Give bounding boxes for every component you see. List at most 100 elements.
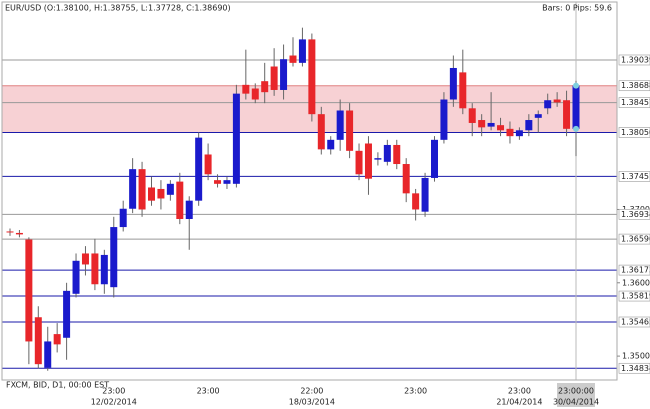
level-label: 1.35819 [621,292,650,301]
candle-body [44,341,52,368]
level-label: 1.35465 [621,318,650,327]
candle-body [383,144,391,162]
candle-body [421,177,429,212]
level-label-box [618,80,650,92]
level-label-box [618,264,650,276]
candle-body [449,67,457,100]
candle-body [402,164,410,194]
level-label: 1.36934 [621,210,650,219]
x-date-label: 12/02/2014 [91,398,137,407]
candle-body [346,110,354,151]
candle-body [223,180,231,184]
level-label-box [618,290,650,302]
level-label-box [618,316,650,328]
candle-body [393,144,401,165]
candle-body [185,200,193,220]
level-label-box [618,233,650,245]
candle-body [214,180,222,184]
level-label-box [618,127,650,138]
level-label: 1.38688 [621,81,650,90]
level-label: 1.36173 [621,266,650,275]
cursor-dot [573,125,579,132]
candle-body [298,39,306,63]
candle-body [412,193,420,210]
candle-body [468,108,476,123]
candle-body [270,66,278,90]
candle-body [478,120,486,128]
x-tick-label: 22:00 [300,387,323,396]
level-label-box [618,97,650,108]
level-label: 1.39039 [621,55,650,64]
candle-body [497,125,505,131]
candle-body [374,158,382,160]
candle-body [110,227,118,288]
candle-body [355,150,363,175]
level-label-box [618,209,650,220]
candle-body [63,290,71,338]
candle-body [138,169,146,210]
candle-body [6,231,14,233]
candle-body [261,81,269,93]
candle-body [364,143,372,179]
candle-body [81,253,89,265]
y-tick-label: 1.35000 [622,352,650,361]
candle-body [487,122,495,127]
candle-body [563,100,571,129]
level-label-box [618,171,650,182]
candle-body [195,137,203,201]
x-date-label: 18/03/2014 [289,398,335,407]
x-tick-label: 23:00 [102,387,125,396]
candle-body [459,72,467,109]
y-tick-label: 1.36000 [622,278,650,287]
candle-body [72,260,80,294]
level-label: 1.36596 [621,235,650,244]
level-label: 1.38050 [621,128,650,137]
level-label: 1.38457 [621,98,650,107]
candle-body [534,114,542,118]
candle-body [242,84,250,94]
candle-body [129,169,137,209]
candle-body [525,120,533,131]
info-text: Bars: 0 Pips: 59.6 [542,4,612,13]
x-tick-label: 23:00 [508,387,531,396]
candle-body [515,130,523,137]
candle-body [148,187,155,201]
candle-body [15,232,23,235]
candle-body [157,188,165,199]
candle-body [506,128,514,137]
plot-border [1,1,618,381]
candle-body [289,55,297,63]
candle-body [544,100,552,109]
candle-body [204,154,212,175]
candle-body [176,181,184,220]
x-tick-label: 23:00 [404,387,427,396]
candle-body [232,93,240,184]
candle-body [440,99,448,140]
x-date-label: 30/04/2014 [553,398,599,407]
source-text: FXCM, BID, D1, 00:00 EST [6,381,109,390]
candle-body [91,253,99,285]
candle-body [280,59,288,90]
candle-body [53,334,61,345]
level-label-box [618,362,650,374]
level-label-box [618,54,650,66]
candle-body [25,239,33,342]
chart-title: EUR/USD (O:1.38100, H:1.38755, L:1.37728… [5,4,231,13]
cursor-label-box [557,383,595,407]
candle-body [251,88,259,100]
plot-area [2,2,617,380]
cursor-dot [573,82,579,89]
x-tick-label: 23:00:00 [558,387,594,396]
candle-body [431,139,438,178]
candle-body [553,99,561,103]
candle-body [336,110,344,140]
candle-body [317,114,325,150]
candle-body [166,183,174,195]
candle-body [100,254,108,285]
level-label: 1.34834 [621,364,650,373]
x-date-label: 21/04/2014 [496,398,542,407]
candle-body [327,139,335,150]
